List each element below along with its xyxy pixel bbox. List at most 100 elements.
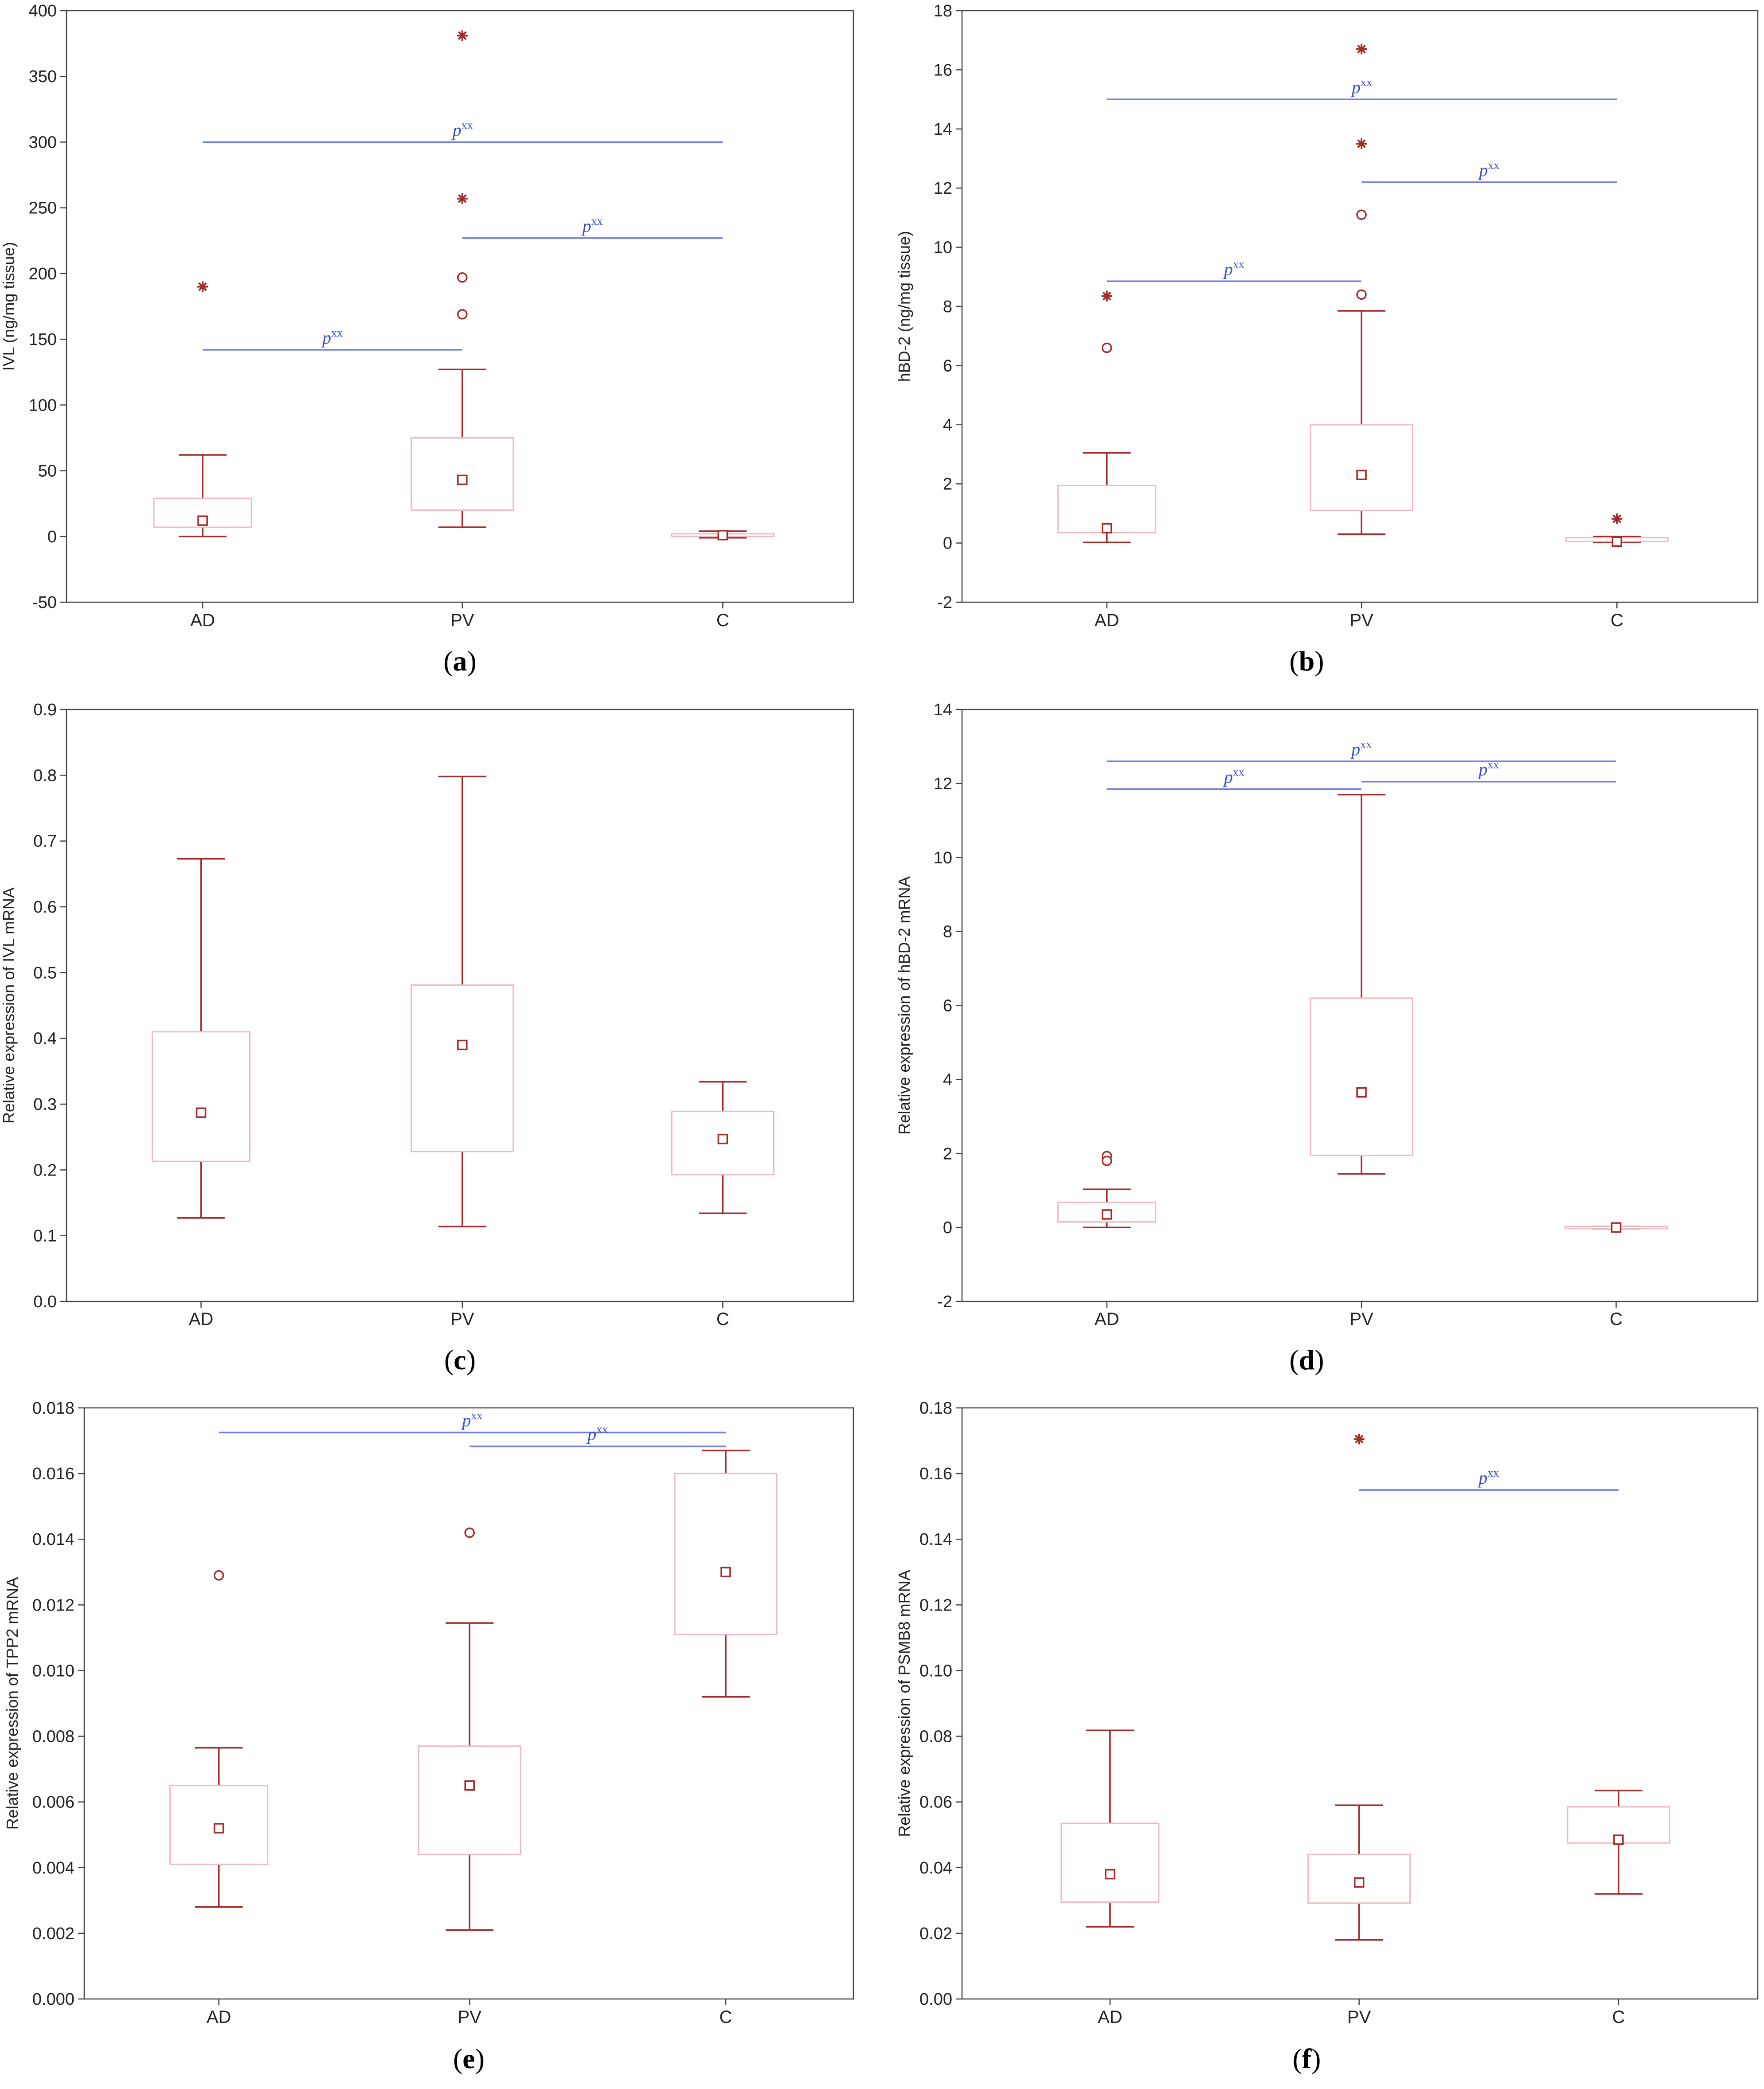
significance-bar-ad-c: pxx [1107,76,1617,100]
y-tick-label: 0.9 [33,701,57,719]
y-axis-title: IVL (ng/mg tissue) [0,242,18,371]
box-pv [411,30,514,528]
y-tick-label: 6 [943,997,952,1015]
significance-bar-ad-c: pxx [203,118,723,143]
extreme-point [1356,43,1367,55]
iqr-box [411,984,514,1152]
median-marker [457,474,468,486]
category-label-pv: PV [1349,1309,1373,1329]
significance-label: pxx [1478,159,1499,180]
median-marker [457,1039,468,1050]
panel-caption-f: (f) [1293,2043,1321,2074]
y-tick-label: 6 [943,357,952,375]
category-label-c: C [716,1309,729,1329]
y-tick-label: 8 [943,923,952,941]
y-tick-label: 12 [934,775,952,793]
significance-label: pxx [1223,258,1244,279]
y-tick-label: 8 [943,298,952,316]
y-tick-label: 14 [934,701,952,719]
y-tick-label: 0.02 [919,1924,952,1943]
y-tick-label: 0.002 [32,1924,74,1943]
significance-label: pxx [586,1423,608,1444]
outlier-point [457,272,468,283]
y-axis-title: Relative expression of PSMB8 mRNA [895,1570,913,1837]
category-label-ad: AD [1095,611,1119,630]
box-ad [1057,290,1157,544]
median-marker [1613,1834,1624,1845]
significance-label: pxx [1477,1466,1499,1488]
outlier-point [1356,289,1367,300]
category-label-ad: AD [190,611,215,630]
panel-e: 0.000 0.002 0.004 0.006 0.008 0.010 0.012 0.014… [3,1399,854,2074]
y-tick-label: 16 [934,61,952,79]
panel-caption-e: (e) [453,2043,485,2074]
extreme-point [457,30,468,41]
y-tick-label: 0.3 [33,1095,57,1114]
median-marker [464,1780,475,1791]
box-ad [1060,1729,1160,1928]
median-marker [1356,470,1367,480]
y-tick-label: 400 [29,2,57,20]
y-tick-label: 50 [38,462,57,481]
panel-a: -50 0 50 100 150 200 250 300 350 400 IVL (ng/mg ti… [0,2,854,677]
category-label-ad: AD [1095,1309,1119,1329]
y-tick-label: 0.016 [32,1465,74,1483]
y-tick-label: 14 [934,120,952,139]
outlier-point [213,1570,224,1581]
y-tick-label: 18 [934,2,952,20]
y-tick-label: -50 [32,593,57,612]
outlier-point [1101,1156,1112,1166]
y-tick-label: 150 [29,330,57,349]
y-tick-label: 10 [934,239,952,257]
median-marker [720,1567,731,1578]
y-tick-label: 10 [934,849,952,867]
category-label-c: C [716,611,729,630]
category-label-pv: PV [450,1309,474,1329]
significance-label: pxx [581,215,603,236]
median-marker [1356,1087,1367,1098]
median-marker [1611,1222,1622,1233]
median-marker [717,530,728,541]
significance-bar-pv-c: pxx [462,215,723,239]
median-marker [1353,1877,1365,1888]
y-tick-label: 0 [943,534,952,553]
category-label-c: C [1610,1309,1623,1329]
significance-bar-pv-c: pxx [1359,1466,1619,1491]
y-tick-label: 0.6 [33,898,57,917]
box-c [674,1450,778,1698]
extreme-point [457,193,468,204]
significance-label: pxx [321,326,343,348]
extreme-point [1353,1434,1365,1445]
iqr-box [152,1031,251,1162]
extreme-point [1611,513,1623,524]
y-tick-label: 0.0 [33,1293,57,1311]
iqr-box [411,437,514,511]
y-tick-label: 0.14 [919,1530,952,1549]
plot-frame [83,1407,854,2000]
y-tick-label: 0.2 [33,1161,57,1180]
y-tick-label: 0.00 [919,1990,952,2009]
category-label-pv: PV [458,2007,482,2027]
panel-caption-b: (b) [1289,645,1324,677]
y-tick-label: 0.16 [919,1465,952,1483]
y-tick-label: 2 [943,1144,952,1163]
category-label-pv: PV [1349,611,1373,630]
y-tick-label: -2 [937,593,952,612]
significance-bar-pv-c: pxx [1361,159,1617,183]
median-marker [197,515,208,526]
y-tick-label: 0.008 [32,1728,74,1746]
box-pv [411,776,514,1227]
median-marker [1611,536,1623,547]
box-ad [153,281,252,537]
significance-bar-ad-pv: pxx [1107,258,1362,282]
y-tick-label: 0 [47,528,57,546]
category-label-c: C [1612,2007,1625,2027]
panel-d: -2 0 2 4 6 8 10 12 14 Relative expression of hBD-… [895,701,1759,1376]
y-tick-label: 0.4 [33,1030,57,1048]
y-tick-label: 0.000 [32,1990,74,2009]
box-pv [1307,1434,1411,1941]
box-pv [1310,43,1413,535]
category-label-pv: PV [450,611,474,630]
y-tick-label: 2 [943,475,952,494]
